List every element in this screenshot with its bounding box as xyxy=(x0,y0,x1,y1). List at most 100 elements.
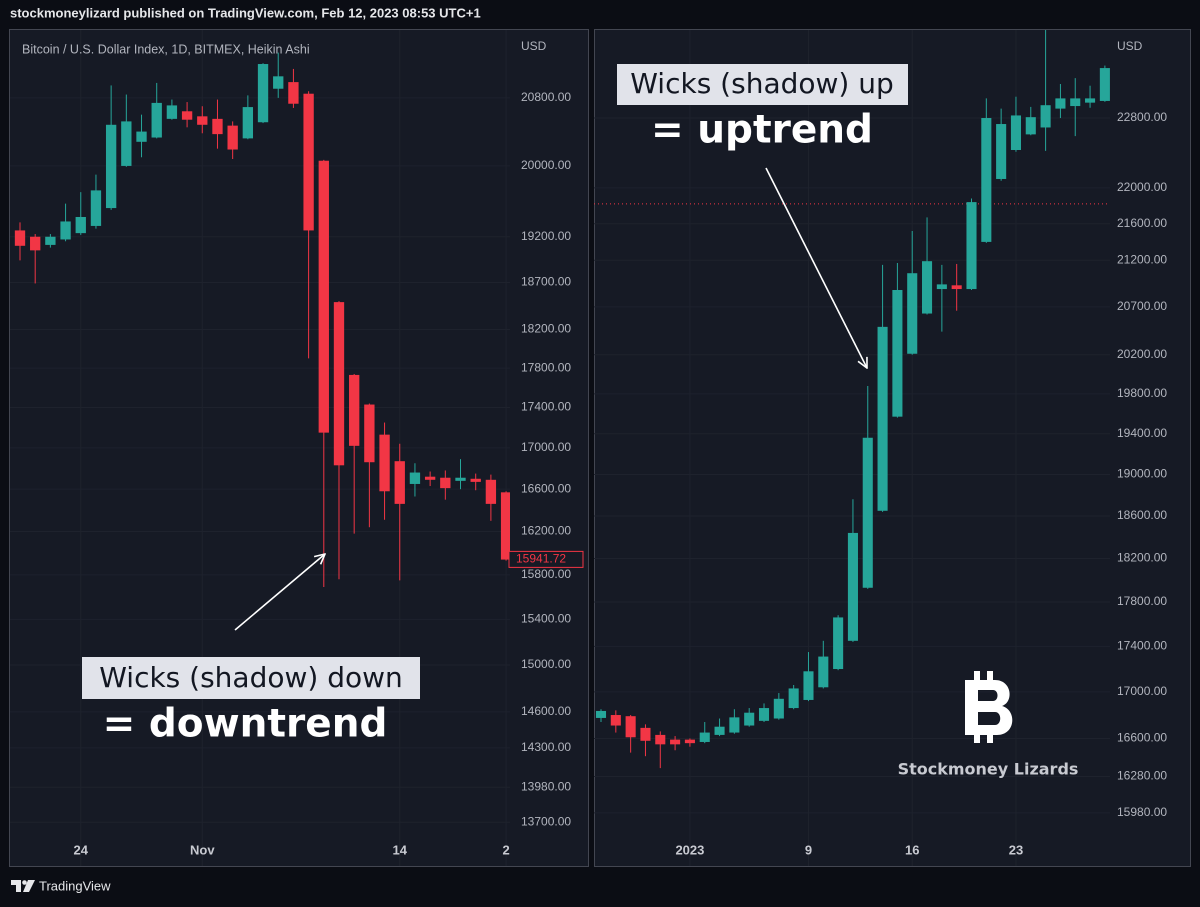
candle-body xyxy=(758,708,770,721)
y-tick-label: 20200.00 xyxy=(1117,347,1167,361)
y-tick-label: 18200.00 xyxy=(521,322,571,336)
y-tick-label: 19800.00 xyxy=(1117,386,1167,400)
candle-body xyxy=(60,221,71,240)
candle-body xyxy=(1040,105,1051,128)
candle-body xyxy=(907,273,918,354)
plot xyxy=(10,30,510,866)
candle-body xyxy=(892,289,903,417)
candle-body xyxy=(333,302,345,466)
y-tick-label: 15400.00 xyxy=(521,612,571,626)
right-chart: USD 22800.00 22000.00 21600.00 21200.00 20700… xyxy=(594,30,1167,866)
candle-body xyxy=(803,671,814,700)
candle-body xyxy=(30,236,41,251)
y-tick-label: 14600.00 xyxy=(521,704,571,718)
candle-body xyxy=(318,160,329,433)
y-tick-label: 16280.00 xyxy=(1117,769,1167,783)
y-tick-label: 19200.00 xyxy=(521,229,571,243)
candle-body xyxy=(862,437,873,588)
y-tick-label: 22000.00 xyxy=(1117,180,1167,194)
x-tick-label: 16 xyxy=(905,842,919,857)
x-tick-label: 24 xyxy=(74,842,89,857)
y-tick-label: 18700.00 xyxy=(521,275,571,289)
candle-body xyxy=(242,107,254,139)
y-tick-label: 17000.00 xyxy=(1117,684,1167,698)
y-tick-label: 15980.00 xyxy=(1117,805,1167,819)
x-tick-label: 23 xyxy=(1009,842,1023,857)
tradingview-logo xyxy=(11,880,35,892)
candle-body xyxy=(729,717,740,733)
candle-body xyxy=(212,118,223,135)
candle-body xyxy=(409,472,421,484)
annotation: = downtrend xyxy=(103,702,388,747)
candle-body xyxy=(951,285,962,290)
y-tick-label: 20000.00 xyxy=(521,158,571,172)
candle-body xyxy=(1085,98,1096,103)
candle-body xyxy=(227,125,238,150)
x-tick-label: 2023 xyxy=(675,842,704,857)
candle-body xyxy=(996,124,1007,179)
bitcoin-logo xyxy=(965,671,1013,743)
y-tick-label: 20700.00 xyxy=(1117,299,1167,313)
candle-body xyxy=(303,93,314,231)
candle-body xyxy=(90,190,102,226)
y-tick-label: 18600.00 xyxy=(1117,508,1167,522)
y-tick-label: 14300.00 xyxy=(521,740,571,754)
annotation: Wicks (shadow) up xyxy=(630,67,894,100)
annotation-box xyxy=(617,64,908,105)
candle-body xyxy=(788,688,799,709)
candle-body xyxy=(470,478,481,482)
candle-body xyxy=(181,111,193,120)
candle-body xyxy=(610,715,621,726)
y-tick-label: 17800.00 xyxy=(1117,594,1167,608)
candle-body xyxy=(440,477,451,489)
candle-body xyxy=(1070,98,1081,107)
candle-body xyxy=(714,726,725,735)
candle-body xyxy=(151,102,162,138)
x-tick-label: 14 xyxy=(393,842,408,857)
y-tick-label: 16600.00 xyxy=(521,481,571,495)
watermark: Stockmoney Lizards xyxy=(898,760,1079,779)
y-tick-label: 17400.00 xyxy=(1117,639,1167,653)
left-chart: USD 20800.00 20000.00 19200.00 18700.00 18200… xyxy=(10,30,584,866)
y-tick-label: 15800.00 xyxy=(521,567,571,581)
header: stockmoneylizard published on TradingVie… xyxy=(10,5,481,20)
candle-body xyxy=(981,118,992,242)
candle-body xyxy=(773,698,784,719)
candle-body xyxy=(75,216,86,234)
annotation: Wicks (shadow) down xyxy=(99,661,403,694)
y-tick-label: 16200.00 xyxy=(521,524,571,538)
x-tick-label: 9 xyxy=(805,842,812,857)
candle-body xyxy=(273,76,284,89)
candle-body xyxy=(595,710,607,718)
last-price-box xyxy=(508,550,584,568)
y-tick-label: 17800.00 xyxy=(521,360,571,374)
plot xyxy=(594,30,1110,866)
y-tick-label: 21600.00 xyxy=(1117,216,1167,230)
y-tick-label: 17400.00 xyxy=(521,400,571,414)
right-panel xyxy=(594,29,1191,867)
y-tick-label: 15000.00 xyxy=(521,657,571,671)
candle-body xyxy=(121,121,132,166)
candle-body xyxy=(105,124,117,209)
y-tick-label: 13700.00 xyxy=(521,814,571,828)
x-tick-label: 2 xyxy=(502,842,509,857)
y-tick-label: 21200.00 xyxy=(1117,252,1167,266)
chart-title: Bitcoin / U.S. Dollar Index, 1D, BITMEX,… xyxy=(22,42,310,56)
arrow xyxy=(234,554,325,631)
candle-body xyxy=(922,261,933,314)
annotation-box xyxy=(82,657,420,699)
candle-body xyxy=(166,105,178,119)
candle-body xyxy=(966,202,977,290)
candle-body xyxy=(655,734,666,745)
candle-body xyxy=(455,477,466,481)
candle-body xyxy=(394,461,405,504)
y-tick-label: 18200.00 xyxy=(1117,551,1167,565)
candle-body xyxy=(197,116,208,125)
candle-body xyxy=(349,374,360,446)
arrow xyxy=(765,167,867,368)
candle-body xyxy=(500,492,510,560)
candle-body xyxy=(45,236,56,245)
candle-body xyxy=(936,284,947,290)
